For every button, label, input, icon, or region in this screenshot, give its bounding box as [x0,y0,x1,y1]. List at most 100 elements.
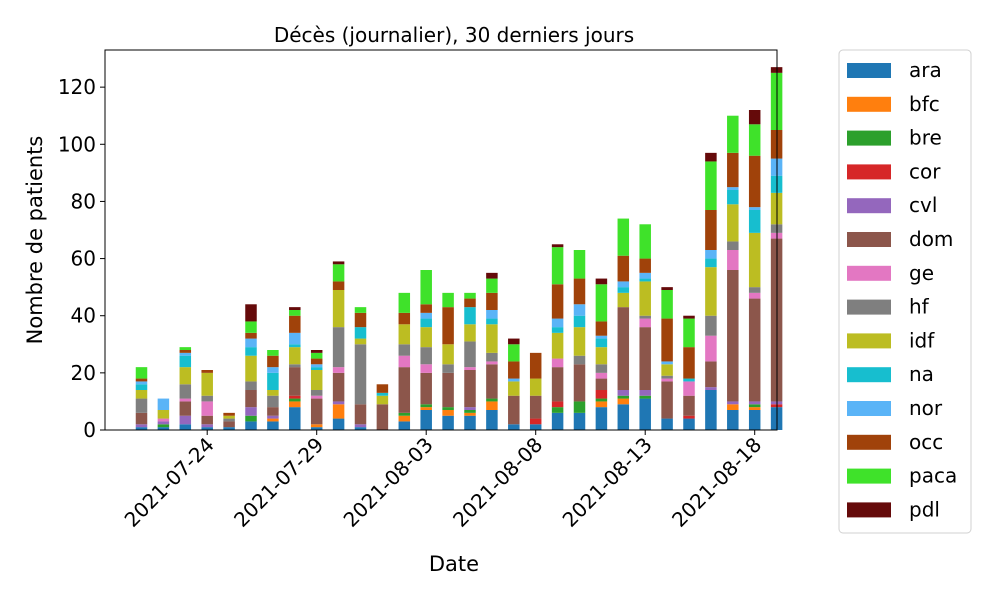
bar-pdl-2021-08-11 [595,278,608,285]
bar-ara-2021-08-07 [508,424,520,430]
bar-bfc-2021-08-03 [420,407,432,410]
bar-cor-2021-08-15 [683,415,695,419]
bar-cvl-2021-08-17 [727,401,739,405]
bar-bfc-2021-08-17 [727,404,739,410]
bar-idf-2021-08-05 [464,324,476,342]
bar-bfc-2021-07-30 [332,404,345,419]
bar-occ-2021-08-06 [486,292,498,310]
bar-ara-2021-07-21 [135,427,148,430]
bar-cvl-2021-07-31 [354,424,367,428]
bar-cor-2021-08-08 [529,418,542,425]
bar-nor-2021-08-13 [639,272,651,279]
bar-dom-2021-08-18 [748,298,761,402]
bar-occ-2021-07-31 [354,312,367,328]
legend-label-nor: nor [909,396,943,420]
bar-paca-2021-08-07 [508,344,520,362]
bar-na-2021-08-03 [420,318,432,328]
bar-cvl-2021-08-05 [464,407,476,410]
bar-pdl-2021-07-28 [289,307,301,310]
bar-na-2021-08-10 [573,315,586,328]
bar-pdl-2021-08-16 [705,152,717,162]
legend-label-paca: paca [909,464,957,488]
bar-dom-2021-08-02 [398,367,411,413]
legend-label-bfc: bfc [909,92,940,116]
bar-na-2021-07-28 [289,344,301,348]
bar-cor-2021-08-09 [551,401,564,408]
bar-dom-2021-08-04 [442,372,454,408]
bar-bre-2021-08-09 [551,407,564,413]
bar-ara-2021-08-06 [486,410,498,430]
bar-ge-2021-08-14 [661,378,673,382]
bar-nor-2021-07-22 [157,398,170,410]
bar-nor-2021-08-07 [508,378,520,382]
bar-dom-2021-08-01 [376,404,389,430]
bar-ara-2021-08-10 [573,412,586,430]
bar-paca-2021-08-05 [464,292,476,299]
bar-pdl-2021-08-14 [661,287,673,290]
bar-occ-2021-08-05 [464,298,476,308]
bar-nor-2021-08-10 [573,304,586,316]
bar-dom-2021-07-30 [332,372,345,402]
bar-pdl-2021-08-07 [508,338,520,345]
bar-hf-2021-07-31 [354,344,367,405]
bar-paca-2021-07-28 [289,310,301,316]
chart-title: Décès (journalier), 30 derniers jours [274,23,634,47]
bar-nor-2021-08-06 [486,310,498,319]
bar-ge-2021-07-29 [310,395,323,399]
bar-ara-2021-07-23 [179,424,192,430]
bar-paca-2021-07-26 [245,321,257,333]
bar-nor-2021-07-27 [267,367,279,373]
bar-bre-2021-08-05 [464,410,476,413]
legend-label-hf: hf [909,295,930,319]
bar-hf-2021-08-10 [573,355,586,365]
bar-occ-2021-07-23 [179,350,192,353]
bar-idf-2021-08-11 [595,347,608,365]
bar-idf-2021-08-18 [748,232,761,288]
bar-bre-2021-07-22 [157,424,170,428]
bar-bfc-2021-08-12 [617,398,630,405]
bars-layer [135,67,783,430]
bar-ge-2021-08-18 [748,292,761,299]
bar-dom-2021-08-08 [529,395,542,419]
bar-ara-2021-08-13 [639,398,651,430]
bar-occ-2021-08-14 [661,318,673,362]
bar-na-2021-08-11 [595,338,608,348]
x-axis-label: Date [429,552,479,576]
bar-occ-2021-08-16 [705,210,717,250]
bar-cvl-2021-07-23 [179,415,192,425]
legend-label-pdl: pdl [909,497,940,521]
bar-bfc-2021-08-06 [486,401,498,410]
legend: ara bfc bre cor cvl dom ge hf idf na nor occ paca pdl [838,49,972,534]
bar-paca-2021-08-10 [573,250,586,279]
bar-bfc-2021-08-11 [595,401,608,408]
bar-paca-2021-08-12 [617,218,630,256]
bar-occ-2021-08-15 [683,347,695,379]
bar-paca-2021-07-27 [267,350,279,356]
bar-hf-2021-08-17 [727,241,739,250]
bar-na-2021-08-13 [639,278,651,282]
bar-ara-2021-07-26 [245,421,257,430]
bar-bfc-2021-07-28 [289,401,301,408]
bar-nor-2021-08-18 [748,207,761,210]
bar-nor-2021-08-16 [705,250,717,259]
bar-occ-2021-08-18 [748,155,761,208]
bar-bre-2021-08-02 [398,412,411,416]
bar-occ-2021-08-01 [376,384,389,393]
bar-ara-2021-07-27 [267,421,279,430]
bar-nor-2021-07-28 [289,332,301,345]
bar-occ-2021-07-28 [289,315,301,333]
bar-ara-2021-07-22 [157,427,170,430]
bar-bfc-2021-07-27 [267,418,279,422]
bar-bre-2021-08-13 [639,395,651,399]
bar-bre-2021-08-18 [748,404,761,408]
bar-dom-2021-07-31 [354,404,367,425]
bar-idf-2021-08-02 [398,324,411,345]
bar-dom-2021-07-21 [135,412,148,425]
legend-swatch-hf [847,299,891,315]
legend-swatch-cvl [847,198,891,214]
bar-ara-2021-08-15 [683,418,695,430]
bar-hf-2021-08-14 [661,375,673,379]
bar-idf-2021-07-24 [201,372,213,396]
bar-hf-2021-07-26 [245,381,257,390]
